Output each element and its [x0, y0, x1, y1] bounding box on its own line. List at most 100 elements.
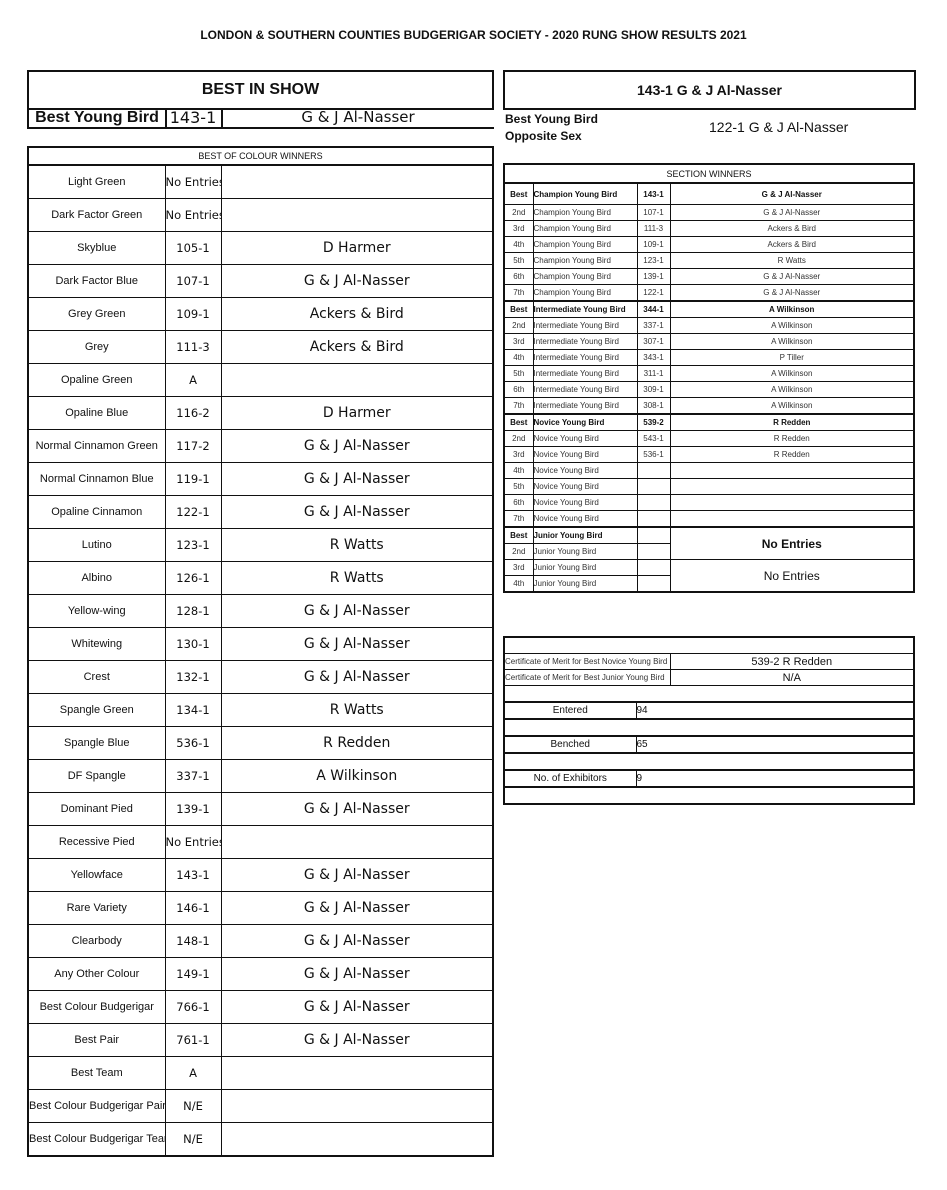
- section-name: Intermediate Young Bird: [532, 349, 638, 366]
- colour-class: Whitewing: [27, 627, 166, 661]
- ring-number: [636, 543, 671, 560]
- section-name: Champion Young Bird: [532, 252, 638, 269]
- opposite-sex-label-line1: Best Young Bird: [505, 112, 598, 126]
- exhibitor-name: R Redden: [669, 413, 915, 431]
- placing: 7th: [503, 510, 534, 528]
- colour-row: Any Other Colour 149-1 G & J Al-Nasser: [27, 957, 494, 991]
- ring-number: 128-1: [164, 594, 222, 628]
- exhibitor-name: G & J Al-Nasser: [220, 495, 494, 529]
- stat-label: No. of Exhibitors: [503, 769, 637, 788]
- certificate-label: Certificate of Merit for Best Junior You…: [503, 669, 671, 686]
- colour-row: Albino 126-1 R Watts: [27, 561, 494, 595]
- exhibitor-name: No Entries: [669, 526, 915, 560]
- section-name: Intermediate Young Bird: [532, 397, 638, 415]
- exhibitor-name: A Wilkinson: [669, 317, 915, 334]
- colour-class: Skyblue: [27, 231, 166, 265]
- section-name: Novice Young Bird: [532, 462, 638, 479]
- colour-class: Yellow-wing: [27, 594, 166, 628]
- section-name: Junior Young Bird: [532, 575, 638, 593]
- exhibitor-name: [220, 198, 494, 232]
- spacer-row: [503, 718, 915, 737]
- colour-row: Best Colour Budgerigar Pair N/E: [27, 1089, 494, 1123]
- placing: Best: [503, 526, 534, 544]
- section-winners-heading: SECTION WINNERS: [503, 163, 915, 184]
- colour-class: Recessive Pied: [27, 825, 166, 859]
- ring-number: 143-1: [164, 858, 222, 892]
- colour-row: Yellowface 143-1 G & J Al-Nasser: [27, 858, 494, 892]
- section-row: 2nd Junior Young Bird: [503, 543, 914, 560]
- section-name: Champion Young Bird: [532, 220, 638, 237]
- stat-value: 94: [635, 701, 915, 720]
- ring-number: 536-1: [164, 726, 222, 760]
- colour-row: Best Team A: [27, 1056, 494, 1090]
- ring-number: 107-1: [164, 264, 222, 298]
- ring-number: [636, 494, 671, 511]
- colour-class: Grey: [27, 330, 166, 364]
- colour-class: Dark Factor Green: [27, 198, 166, 232]
- colour-class: Spangle Blue: [27, 726, 166, 760]
- section-row: Best Junior Young Bird No Entries: [503, 526, 915, 560]
- placing: 6th: [503, 381, 534, 398]
- colour-class: Best Colour Budgerigar: [27, 990, 166, 1024]
- exhibitor-name: G & J Al-Nasser: [220, 858, 494, 892]
- section-name: Novice Young Bird: [532, 510, 638, 528]
- ring-number: 123-1: [636, 252, 671, 269]
- colour-class: Albino: [27, 561, 166, 595]
- exhibitor-name: A Wilkinson: [669, 300, 915, 318]
- ring-number: 122-1: [636, 284, 671, 302]
- best-young-bird-name: G & J Al-Nasser: [301, 108, 415, 126]
- section-name: Novice Young Bird: [532, 413, 638, 431]
- ring-number: [636, 559, 671, 576]
- section-name: Novice Young Bird: [532, 430, 638, 447]
- exhibitor-name: G & J Al-Nasser: [220, 1023, 494, 1057]
- ring-number: 132-1: [164, 660, 222, 694]
- colour-class: Lutino: [27, 528, 166, 562]
- colour-class: Rare Variety: [27, 891, 166, 925]
- ring-number: 109-1: [164, 297, 222, 331]
- ring-number: 543-1: [636, 430, 671, 447]
- section-name: Intermediate Young Bird: [532, 317, 638, 334]
- ring-number: 307-1: [636, 333, 671, 350]
- ring-number: 130-1: [164, 627, 222, 661]
- certificate-label: Certificate of Merit for Best Novice You…: [503, 653, 671, 670]
- placing: 5th: [503, 252, 534, 269]
- best-in-show-heading: BEST IN SHOW: [27, 70, 494, 110]
- colour-row: Light Green No Entries: [27, 164, 494, 199]
- section-row: Best Champion Young Bird 143-1 G & J Al-Nas…: [503, 182, 915, 205]
- ring-number: 107-1: [636, 204, 671, 221]
- exhibitor-name: R Redden: [220, 726, 494, 760]
- ring-number: 309-1: [636, 381, 671, 398]
- colour-row: Rare Variety 146-1 G & J Al-Nasser: [27, 891, 494, 925]
- colour-class: Best Pair: [27, 1023, 166, 1057]
- exhibitor-name: G & J Al-Nasser: [220, 957, 494, 991]
- ring-number: No Entries: [164, 198, 222, 232]
- ring-number: [636, 462, 671, 479]
- exhibitor-name: G & J Al-Nasser: [220, 264, 494, 298]
- placing: 2nd: [503, 317, 534, 334]
- placing: 2nd: [503, 543, 534, 560]
- colour-row: Crest 132-1 G & J Al-Nasser: [27, 660, 494, 694]
- section-name: Intermediate Young Bird: [532, 365, 638, 382]
- exhibitor-name: G & J Al-Nasser: [669, 182, 915, 205]
- placing: Best: [503, 300, 534, 318]
- colour-class: DF Spangle: [27, 759, 166, 793]
- best-in-show-winner: 143-1 G & J Al-Nasser: [503, 70, 916, 110]
- ring-number: 123-1: [164, 528, 222, 562]
- colour-row: Spangle Blue 536-1 R Redden: [27, 726, 494, 760]
- exhibitor-name: R Watts: [220, 528, 494, 562]
- spacer-row: [503, 752, 915, 771]
- colour-class: Best Colour Budgerigar Pair: [27, 1089, 166, 1123]
- ring-number: 539-2: [636, 413, 671, 431]
- ring-number: [636, 478, 671, 495]
- section-name: Champion Young Bird: [532, 236, 638, 253]
- exhibitor-name: G & J Al-Nasser: [220, 627, 494, 661]
- section-name: Champion Young Bird: [532, 268, 638, 285]
- blank-cell: [503, 718, 915, 737]
- ring-number: 122-1: [164, 495, 222, 529]
- colour-class: Opaline Cinnamon: [27, 495, 166, 529]
- colour-winners-heading: BEST OF COLOUR WINNERS: [27, 146, 494, 166]
- colour-row: Best Pair 761-1 G & J Al-Nasser: [27, 1023, 494, 1057]
- section-row: 5th Novice Young Bird: [503, 478, 915, 495]
- ring-number: 111-3: [164, 330, 222, 364]
- exhibitor-name: A Wilkinson: [669, 365, 915, 382]
